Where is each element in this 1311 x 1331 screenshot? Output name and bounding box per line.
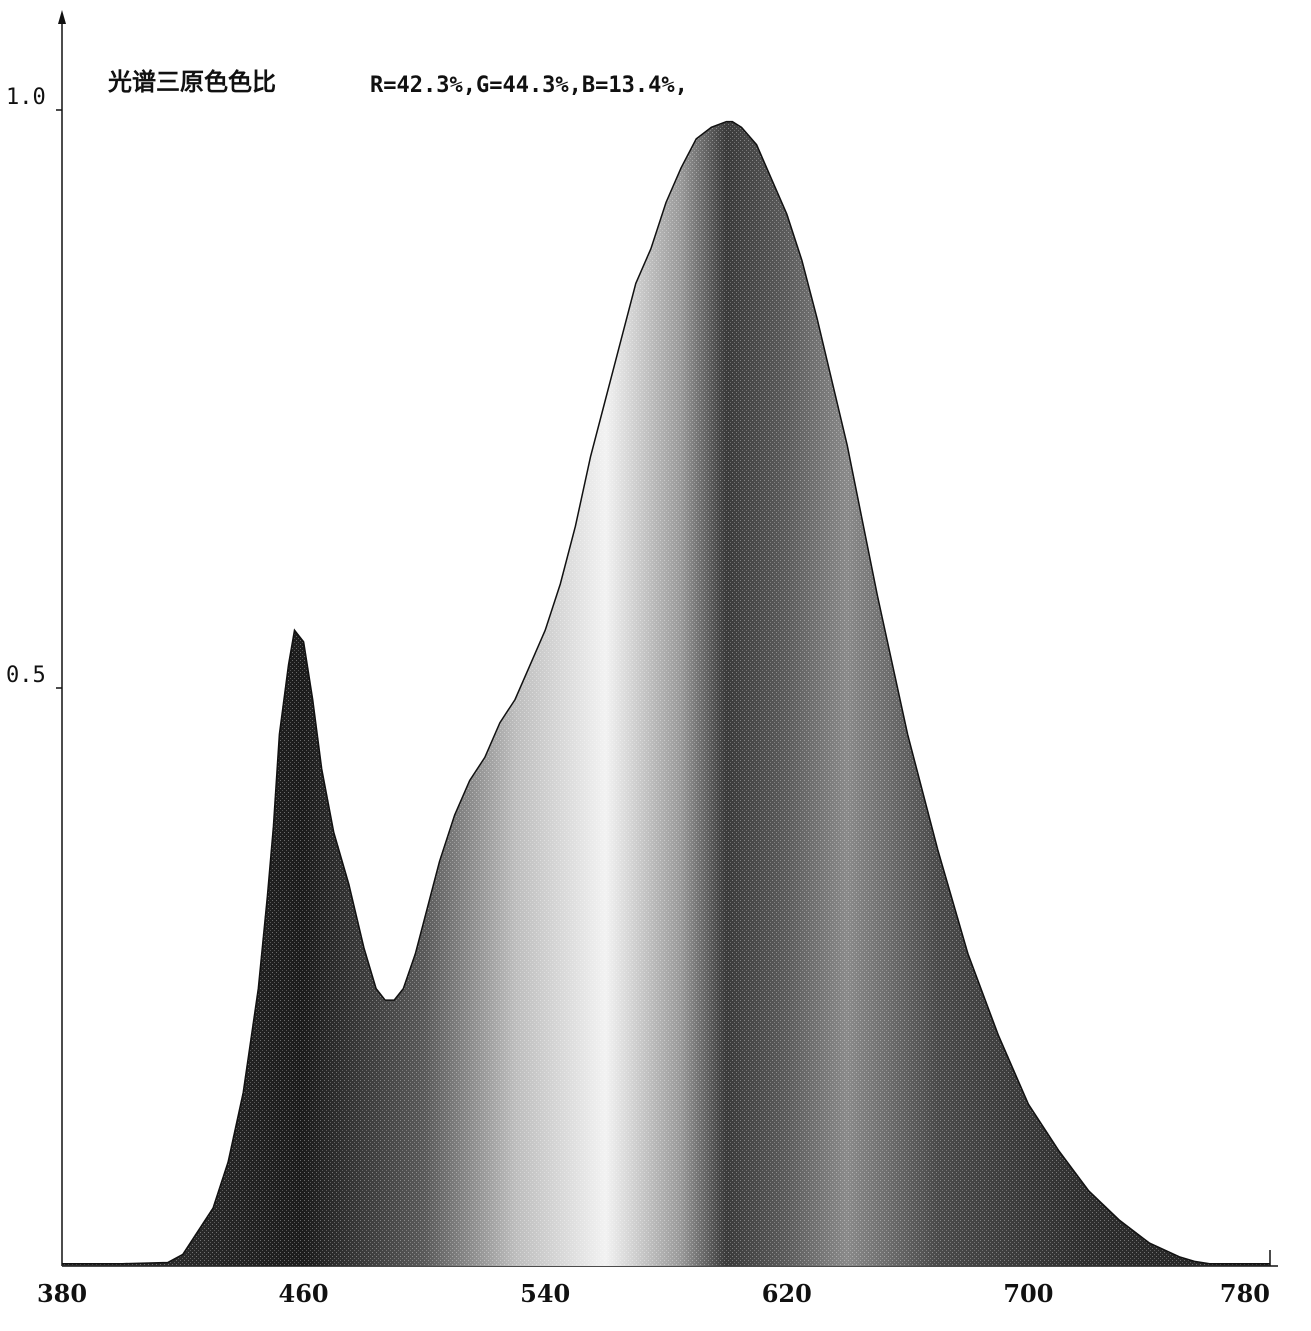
spectrum-area-texture — [62, 121, 1270, 1267]
x-tick-label: 780 — [1220, 1279, 1270, 1308]
x-tick-label: 460 — [279, 1279, 329, 1308]
y-axis-arrow — [58, 10, 66, 24]
x-tick-group: 380 460 540 620 700 780 — [37, 1279, 1270, 1308]
x-tick-label: 380 — [37, 1279, 87, 1308]
color-ratio-label: R=42.3%,G=44.3%,B=13.4%, — [370, 73, 688, 98]
y-tick-label: 1.0 — [6, 85, 46, 110]
y-tick-group: 1.0 0.5 — [6, 85, 62, 689]
x-tick-label: 700 — [1003, 1279, 1053, 1308]
x-tick-label: 620 — [762, 1279, 812, 1308]
spectrum-area-group — [62, 120, 1270, 1267]
chart-title: 光谱三原色色比 — [107, 68, 276, 96]
x-tick-label: 540 — [520, 1279, 570, 1308]
spectrum-curve — [62, 120, 1270, 1265]
y-tick-label: 0.5 — [6, 663, 46, 688]
